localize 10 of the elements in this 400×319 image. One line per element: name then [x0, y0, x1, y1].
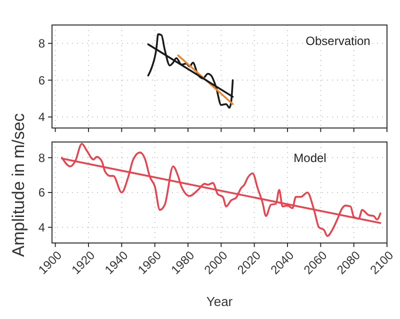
y-tick-label: 6	[38, 73, 46, 88]
annotation: Model	[294, 151, 326, 165]
y-tick-label: 6	[38, 186, 46, 200]
annotation: Observation	[306, 34, 370, 48]
y-tick-label: 8	[38, 36, 46, 51]
y-tick-label: 8	[38, 150, 46, 165]
y-tick-label: 4	[38, 220, 46, 235]
y-axis-title: Amplitude in m/sec	[9, 112, 28, 257]
x-axis-title: Year	[206, 294, 234, 309]
y-tick-label: 4	[38, 110, 46, 124]
